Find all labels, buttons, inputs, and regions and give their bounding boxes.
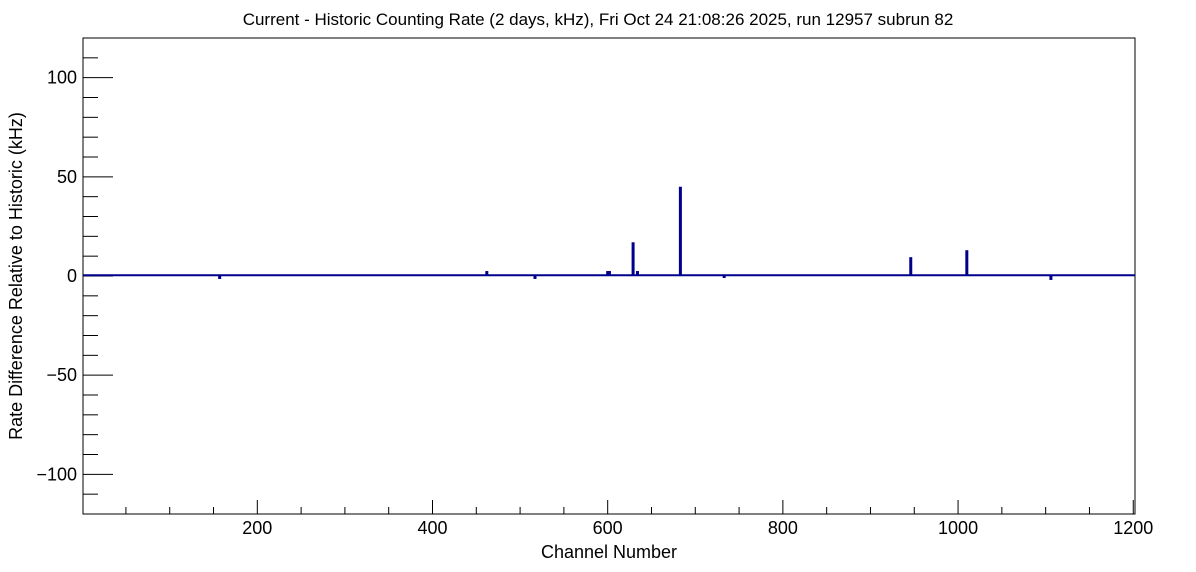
- x-tick-label: 1200: [1113, 518, 1153, 538]
- y-tick-label: −50: [46, 365, 77, 385]
- y-tick-label: −100: [36, 464, 77, 484]
- tick-labels: 200 400 600 800 1000 1200 −100 −50 0 50 100: [36, 68, 1153, 538]
- axis-ticks: [83, 57, 1134, 514]
- chart-title: Current - Historic Counting Rate (2 days…: [243, 10, 954, 29]
- data-bars: [218, 186, 1053, 280]
- x-tick-label: 1000: [938, 518, 978, 538]
- y-tick-label: 50: [57, 167, 77, 187]
- x-tick-label: 800: [768, 518, 798, 538]
- x-axis-label: Channel Number: [541, 542, 677, 562]
- y-axis-label: Rate Difference Relative to Historic (kH…: [6, 112, 26, 440]
- x-tick-label: 600: [593, 518, 623, 538]
- x-tick-label: 200: [242, 518, 272, 538]
- x-tick-label: 400: [417, 518, 447, 538]
- y-tick-label: 0: [67, 266, 77, 286]
- y-tick-label: 100: [47, 68, 77, 88]
